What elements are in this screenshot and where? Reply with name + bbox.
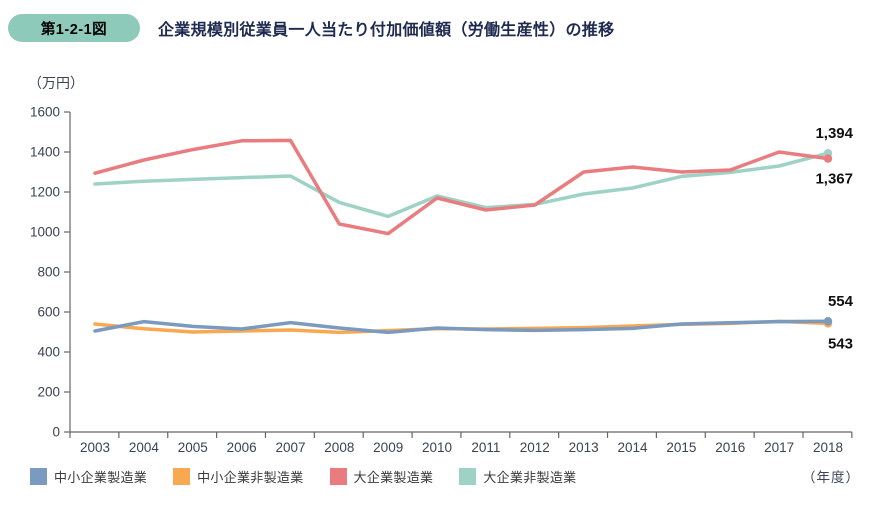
legend-label: 中小企業非製造業 [197,469,304,485]
y-tick-label: 1600 [30,105,60,120]
x-tick-label: 2012 [520,440,550,455]
series-end-dot-large-manufacturing [823,154,833,163]
x-tick-label: 2008 [324,440,354,455]
legend-item-sme-nonmanufacturing: 中小企業非製造業 [173,467,303,486]
series-end-value-label-large-manufacturing: 1,367 [815,171,853,188]
x-tick-label: 2009 [373,440,403,455]
x-tick-label: 2010 [422,440,452,455]
series-end-value-label-large-nonmanufacturing: 1,394 [815,125,853,142]
y-tick-label: 800 [37,265,60,280]
y-tick-label: 1400 [30,145,60,160]
legend-swatch-icon [329,467,347,485]
legend-label: 大企業製造業 [353,469,434,485]
x-tick-label: 2018 [813,440,843,455]
x-tick-label: 2017 [764,440,794,455]
y-tick-label: 600 [37,305,60,320]
legend-label: 中小企業製造業 [54,469,148,485]
x-tick-label: 2004 [129,440,160,455]
x-tick-label: 2006 [227,440,257,455]
legend-swatch-icon [459,467,477,485]
series-line-large-nonmanufacturing [93,151,830,219]
y-tick-label: 400 [37,345,60,360]
chart-canvas: （万円） 0 200 400 600 800 1000 1200 1400 1600 2003 200… [28,75,854,455]
x-tick-label: 2013 [569,440,599,455]
legend-item-sme-manufacturing: 中小企業製造業 [30,467,147,486]
x-tick-label: 2015 [666,440,696,455]
y-tick-label: 200 [37,385,60,400]
legend-item-large-manufacturing: 大企業製造業 [329,467,434,486]
y-tick-label: 1000 [30,225,60,240]
figure-number-badge: 第1-2-1図 [8,14,140,42]
figure-header: 第1-2-1図 企業規模別従業員一人当たり付加価値額（労働生産性）の推移 [8,14,874,42]
x-tick-label: 2014 [618,440,649,455]
legend-swatch-icon [173,467,191,485]
legend-label: 大企業非製造業 [483,469,577,485]
series-line-large-manufacturing [93,138,830,236]
y-axis-unit-label: （万円） [28,75,84,91]
legend-swatch-icon [30,467,47,485]
series-end-value-label-sme-nonmanufacturing: 543 [828,335,853,352]
line-chart: （万円） 0 200 400 600 800 1000 1200 1400 1600 2003 200… [0,60,882,460]
x-tick-label: 2016 [715,440,745,455]
x-tick-label: 2003 [80,440,110,455]
series-end-value-label-sme-manufacturing: 554 [828,293,854,310]
series-line-sme-manufacturing [93,319,830,335]
x-tick-label: 2007 [275,440,305,455]
y-tick-label: 1200 [30,185,60,200]
legend-item-large-nonmanufacturing: 大企業非製造業 [459,467,576,486]
x-tick-label: 2005 [178,440,208,455]
series-end-dot-sme-manufacturing [823,317,833,326]
chart-legend: 中小企業製造業 中小企業非製造業 大企業製造業 大企業非製造業 （年度） [30,466,860,486]
y-tick-label: 0 [52,425,60,440]
x-axis-unit-label: （年度） [802,470,860,485]
figure-title: 企業規模別従業員一人当たり付加価値額（労働生産性）の推移 [158,22,615,39]
x-tick-label: 2011 [471,440,500,455]
